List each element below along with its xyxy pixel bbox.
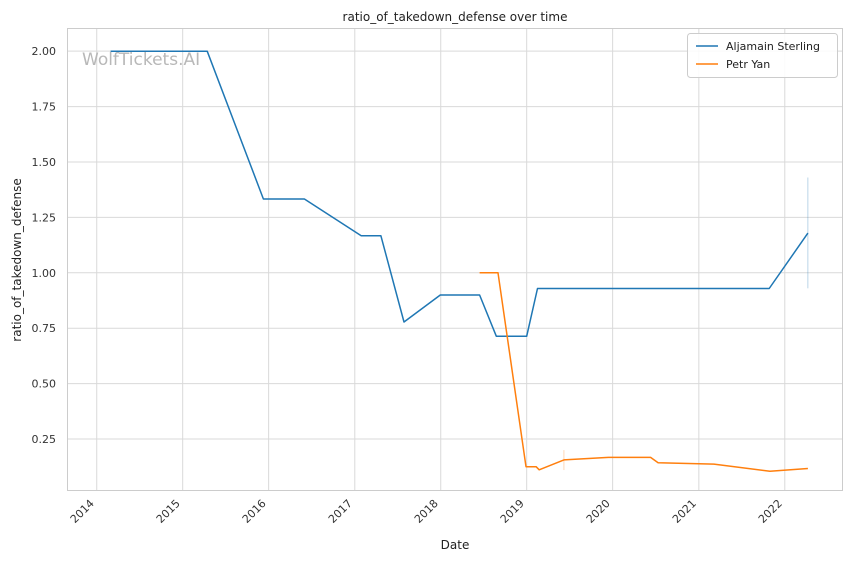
y-tick-labels: 0.25 0.50 0.75 1.00 1.25 1.50 1.75 2.00 bbox=[32, 45, 57, 446]
series-line-petr-yan bbox=[479, 272, 808, 472]
y-tick-label: 1.50 bbox=[32, 156, 57, 169]
y-gridlines bbox=[68, 50, 842, 440]
y-tick-label: 1.00 bbox=[32, 267, 57, 280]
plot-area-frame bbox=[67, 28, 843, 491]
y-tick-label: 1.25 bbox=[32, 211, 57, 224]
series-line-aljamain-sterling bbox=[110, 50, 809, 337]
legend: Aljamain Sterling Petr Yan bbox=[687, 33, 838, 78]
series-lines bbox=[110, 50, 809, 472]
y-tick-label: 0.25 bbox=[32, 433, 57, 446]
y-axis-title: ratio_of_takedown_defense bbox=[10, 178, 24, 341]
y-tick-label: 0.50 bbox=[32, 378, 57, 391]
x-gridlines bbox=[96, 29, 786, 490]
y-tick-label: 2.00 bbox=[32, 45, 57, 58]
chart-title: ratio_of_takedown_defense over time bbox=[343, 10, 568, 24]
legend-label-petr-yan: Petr Yan bbox=[726, 58, 770, 71]
y-tick-label: 1.75 bbox=[32, 101, 57, 114]
legend-label-aljamain-sterling: Aljamain Sterling bbox=[726, 40, 820, 53]
legend-box bbox=[687, 33, 838, 78]
x-tick-labels: 2014 2015 2016 2017 2018 2019 2020 2021 2022 bbox=[68, 497, 785, 526]
y-tick-label: 0.75 bbox=[32, 322, 57, 335]
watermark-text: WolfTickets.AI bbox=[82, 50, 200, 70]
x-axis-title: Date bbox=[441, 538, 470, 552]
